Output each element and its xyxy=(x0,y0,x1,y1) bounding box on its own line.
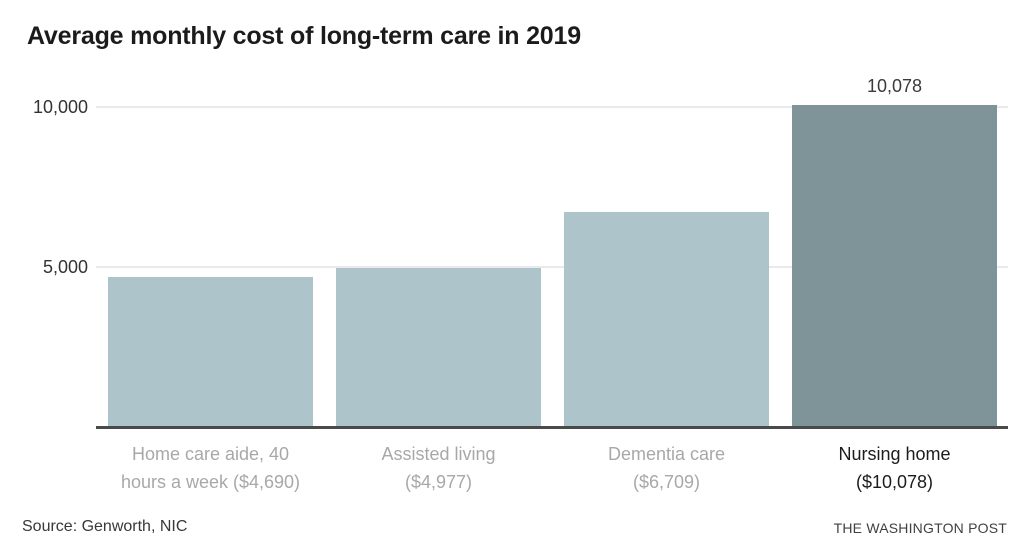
category-label-line: Nursing home xyxy=(838,444,951,464)
gridline-5000 xyxy=(96,266,1008,268)
category-label-line: Home care aide, 40 xyxy=(131,444,290,464)
category-label-dementia-care: Dementia care ($6,709) xyxy=(537,440,797,496)
category-label-nursing-home: Nursing home ($10,078) xyxy=(765,440,1024,496)
publisher-wordmark: THE WASHINGTON POST xyxy=(833,520,1007,536)
category-label-line: ($6,709) xyxy=(632,472,701,492)
category-label-line: ($4,977) xyxy=(404,472,473,492)
bar-home-care-aide xyxy=(108,276,313,427)
bar-dementia-care xyxy=(564,212,769,427)
bar-assisted-living xyxy=(336,267,541,427)
category-label-home-care-aide: Home care aide, 40 hours a week ($4,690) xyxy=(81,440,341,496)
chart-title: Average monthly cost of long-term care i… xyxy=(27,22,581,50)
category-label-line: Assisted living xyxy=(381,444,496,464)
x-axis-line xyxy=(96,426,1008,429)
gridline-10000 xyxy=(96,106,1008,108)
category-label-line: ($10,078) xyxy=(855,472,934,492)
bar-value-label: 10,078 xyxy=(866,75,923,96)
bar-nursing-home xyxy=(792,104,997,427)
category-label-assisted-living: Assisted living ($4,977) xyxy=(309,440,569,496)
y-tick-label: 10,000 xyxy=(32,97,88,117)
source-note: Source: Genworth, NIC xyxy=(22,518,188,535)
y-tick-label: 5,000 xyxy=(42,257,88,277)
category-label-line: hours a week ($4,690) xyxy=(120,472,301,492)
category-label-line: Dementia care xyxy=(607,444,726,464)
